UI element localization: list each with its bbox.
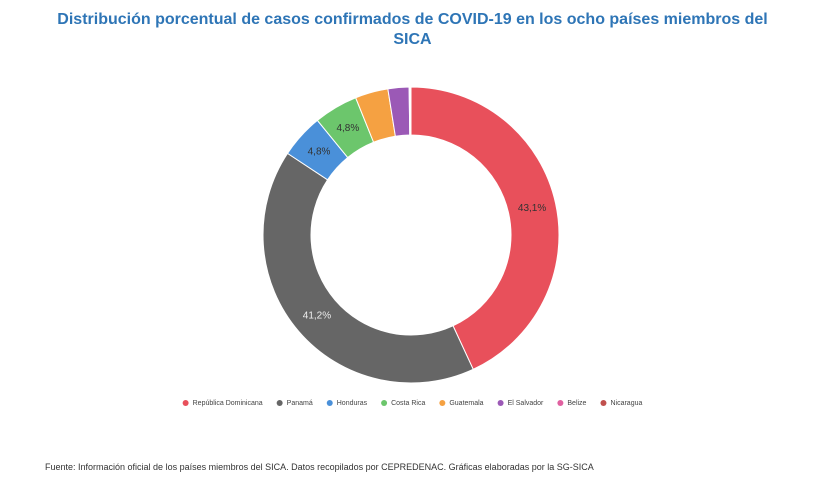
legend-label: Honduras xyxy=(337,400,368,407)
chart-title-text: Distribución porcentual de casos confirm… xyxy=(57,11,768,48)
legend-label: Nicaragua xyxy=(610,400,642,407)
chart-title: Distribución porcentual de casos confirm… xyxy=(0,10,825,50)
legend-marker xyxy=(326,400,333,406)
legend-label: República Dominicana xyxy=(193,400,263,407)
legend-marker xyxy=(381,400,388,406)
donut-slice xyxy=(409,86,412,136)
legend-label: Costa Rica xyxy=(391,400,425,407)
legend-marker xyxy=(182,400,189,406)
data-label: 4,8% xyxy=(308,146,331,157)
legend-label: El Salvador xyxy=(508,400,544,407)
legend-marker xyxy=(497,400,504,406)
footnote: Fuente: Información oficial de los paíse… xyxy=(45,462,594,472)
legend-marker xyxy=(557,400,564,406)
data-label: 4,8% xyxy=(336,123,359,134)
legend-marker xyxy=(600,400,607,406)
legend: República Dominicana Panamá Honduras Costa … xyxy=(182,400,642,407)
legend-marker xyxy=(276,400,283,406)
data-label: 41,2% xyxy=(303,310,331,321)
donut-slice xyxy=(410,86,560,370)
legend-marker xyxy=(439,400,446,406)
donut-slice xyxy=(262,152,474,384)
legend-label: Guatemala xyxy=(449,400,483,407)
legend-label: Belize xyxy=(567,400,586,407)
legend-label: Panamá xyxy=(287,400,313,407)
data-label: 43,1% xyxy=(518,203,546,214)
